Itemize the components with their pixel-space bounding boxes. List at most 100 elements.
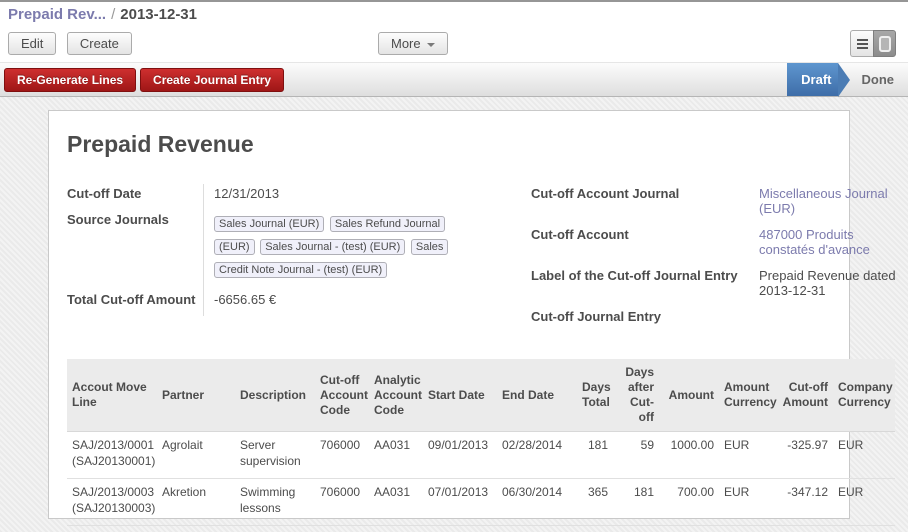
cutoff-account-label: Cut-off Account: [531, 227, 629, 242]
cell-end-date[interactable]: 02/28/2014: [497, 431, 577, 480]
table-row[interactable]: SAJ/2013/0003 (SAJ20130003) Akretion Swi…: [67, 478, 895, 527]
col-amount-currency: Amount Currency: [719, 359, 777, 432]
regenerate-lines-button[interactable]: Re-Generate Lines: [4, 67, 137, 92]
form-view-icon: [878, 35, 891, 52]
col-analytic-account-code: Analytic Account Code: [369, 359, 423, 432]
toolbar: Edit Create More: [0, 26, 908, 62]
col-partner: Partner: [157, 359, 235, 432]
more-dropdown-button[interactable]: More: [378, 32, 448, 55]
journal-tag: Sales Journal - (test) (EUR): [260, 239, 406, 255]
status-bar: Re-Generate Lines Create Journal Entry D…: [0, 62, 908, 97]
cutoff-lines-table: Accout Move Line Partner Description Cut…: [67, 359, 895, 532]
cell-analytic-account-code[interactable]: AA034: [369, 525, 423, 532]
cell-analytic-account-code[interactable]: AA031: [369, 431, 423, 480]
create-button[interactable]: Create: [66, 32, 132, 55]
cell-days-total[interactable]: 365: [577, 478, 613, 527]
cell-description[interactable]: Maintenance contract: [235, 525, 315, 532]
cell-end-date[interactable]: 09/30/2014: [497, 525, 577, 532]
cell-partner[interactable]: Camptocamp: [157, 525, 235, 532]
form-group-left: Cut-off Date 12/31/2013 Source Journals …: [67, 184, 457, 333]
breadcrumb: Prepaid Rev... / 2013-12-31: [0, 0, 908, 26]
cell-cutoff-account-code[interactable]: 706000: [315, 525, 369, 532]
cell-cutoff-amount[interactable]: -5983.56: [773, 525, 833, 532]
journal-entry-label-value: Prepaid Revenue dated 2013-12-31: [759, 268, 896, 298]
col-cutoff-account-code: Cut-off Account Code: [315, 359, 369, 432]
cell-company-currency[interactable]: EUR: [833, 431, 895, 480]
col-end-date: End Date: [497, 359, 577, 432]
col-start-date: Start Date: [423, 359, 497, 432]
cell-start-date[interactable]: 10/01/2013: [423, 525, 497, 532]
list-view-icon: [856, 38, 868, 49]
breadcrumb-current: 2013-12-31: [120, 5, 197, 23]
table-header-row: Accout Move Line Partner Description Cut…: [67, 359, 895, 432]
cell-description[interactable]: Server supervision: [235, 431, 315, 480]
cutoff-date-label: Cut-off Date: [67, 186, 142, 201]
statusbar-states: Draft Done: [787, 63, 908, 97]
cutoff-journal-entry-label: Cut-off Journal Entry: [531, 309, 661, 324]
table-row[interactable]: SAJ/2013/0001 (SAJ20130001) Agrolait Ser…: [67, 431, 895, 480]
dropdown-caret-icon: [426, 42, 435, 47]
cell-amount[interactable]: 1000.00: [659, 431, 719, 480]
cell-move-line[interactable]: SAJ/2013/0002 (SAJ20130002): [67, 525, 157, 532]
cell-move-line[interactable]: SAJ/2013/0001 (SAJ20130001): [67, 431, 157, 480]
total-cutoff-amount-value: -6656.65 €: [203, 290, 457, 316]
list-view-button[interactable]: [850, 30, 873, 57]
more-label: More: [391, 36, 421, 51]
source-journals-label: Source Journals: [67, 212, 169, 227]
cutoff-account-journal-link[interactable]: Miscellaneous Journal (EUR): [759, 186, 888, 216]
cutoff-journal-entry-value: [749, 307, 908, 333]
cutoff-account-link[interactable]: 487000 Produits constatés d'avance: [759, 227, 870, 257]
cell-cutoff-amount[interactable]: -347.12: [773, 478, 833, 527]
col-days-after-cutoff: Days after Cut-off: [613, 359, 659, 432]
cell-days-after-cutoff[interactable]: 181: [613, 478, 659, 527]
cell-description[interactable]: Swimming lessons: [235, 478, 315, 527]
total-cutoff-amount-label: Total Cut-off Amount: [67, 292, 196, 307]
source-journals-tags: Sales Journal (EUR) Sales Refund Journal…: [203, 210, 457, 290]
journal-tag: Sales Journal (EUR): [214, 216, 325, 232]
breadcrumb-separator: /: [111, 5, 116, 23]
cell-amount-currency[interactable]: EUR: [719, 525, 773, 532]
breadcrumb-parent-link[interactable]: Prepaid Rev...: [8, 5, 107, 23]
form-sheet: Prepaid Revenue Cut-off Date 12/31/2013 …: [48, 110, 896, 532]
cell-amount-currency[interactable]: EUR: [719, 478, 773, 527]
col-company-currency: Company Currency: [833, 359, 895, 432]
table-row[interactable]: SAJ/2013/0002 (SAJ20130002) Camptocamp M…: [67, 525, 895, 532]
col-description: Description: [235, 359, 315, 432]
form-group-right: Cut-off Account Journal Miscellaneous Jo…: [531, 184, 908, 333]
cell-days-after-cutoff[interactable]: 273: [613, 525, 659, 532]
cell-days-total[interactable]: 365: [577, 525, 613, 532]
cell-move-line[interactable]: SAJ/2013/0003 (SAJ20130003): [67, 478, 157, 527]
form-fields: Cut-off Date 12/31/2013 Source Journals …: [67, 184, 896, 333]
journal-entry-label-label: Label of the Cut-off Journal Entry: [531, 268, 738, 283]
cell-company-currency[interactable]: EUR: [833, 478, 895, 527]
cell-amount-currency[interactable]: EUR: [719, 431, 773, 480]
cell-amount[interactable]: 8000.00: [659, 525, 719, 532]
cell-start-date[interactable]: 09/01/2013: [423, 431, 497, 480]
cell-cutoff-account-code[interactable]: 706000: [315, 478, 369, 527]
cutoff-account-journal-label: Cut-off Account Journal: [531, 186, 680, 201]
cell-partner[interactable]: Agrolait: [157, 431, 235, 480]
edit-button[interactable]: Edit: [8, 32, 57, 55]
cell-cutoff-amount[interactable]: -325.97: [773, 431, 833, 480]
cell-days-total[interactable]: 181: [577, 431, 613, 480]
status-draft: Draft: [787, 63, 850, 97]
form-view-button[interactable]: [873, 30, 896, 57]
page-title: Prepaid Revenue: [67, 131, 254, 157]
view-switcher: [850, 30, 896, 57]
cutoff-date-value: 12/31/2013: [203, 184, 457, 210]
cell-end-date[interactable]: 06/30/2014: [497, 478, 577, 527]
form-background: Prepaid Revenue Cut-off Date 12/31/2013 …: [0, 97, 908, 532]
cell-start-date[interactable]: 07/01/2013: [423, 478, 497, 527]
status-done: Done: [861, 72, 895, 87]
col-cutoff-amount: Cut-off Amount: [773, 359, 833, 432]
cell-partner[interactable]: Akretion: [157, 478, 235, 527]
cell-company-currency[interactable]: EUR: [833, 525, 895, 532]
cell-days-after-cutoff[interactable]: 59: [613, 431, 659, 480]
cell-cutoff-account-code[interactable]: 706000: [315, 431, 369, 480]
col-amount: Amount: [659, 359, 719, 432]
cell-amount[interactable]: 700.00: [659, 478, 719, 527]
cell-analytic-account-code[interactable]: AA031: [369, 478, 423, 527]
create-journal-entry-button[interactable]: Create Journal Entry: [140, 67, 285, 92]
col-days-total: Days Total: [577, 359, 613, 432]
col-account-move-line: Accout Move Line: [67, 359, 157, 432]
